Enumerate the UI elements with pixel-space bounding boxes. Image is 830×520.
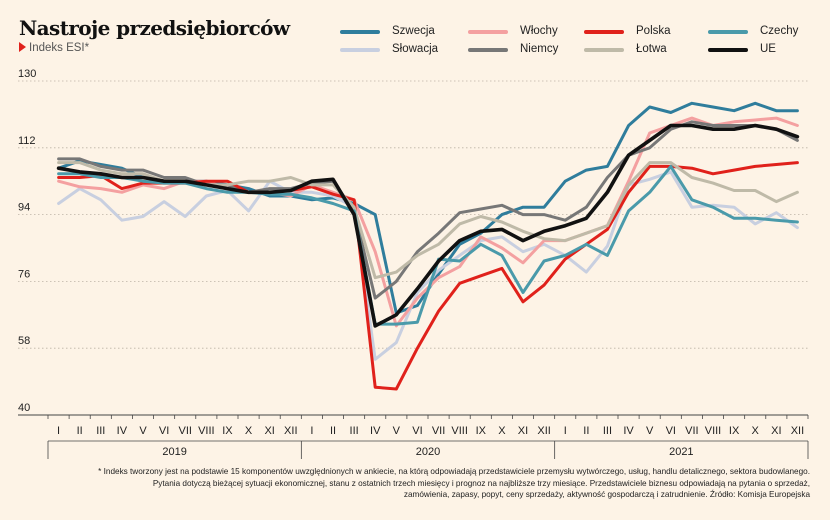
x-tick-label: I	[564, 425, 567, 437]
legend-label: Polska	[636, 25, 671, 37]
subtitle-text: Indeks ESI*	[29, 42, 90, 54]
chart-subtitle: Indeks ESI*	[19, 42, 89, 54]
x-tick-label: XI	[264, 425, 274, 437]
x-tick-label: X	[498, 425, 506, 437]
x-tick-label: V	[646, 425, 654, 437]
legend-label: Słowacja	[392, 43, 439, 55]
x-tick-label: VII	[685, 425, 698, 437]
x-tick-label: V	[139, 425, 147, 437]
year-label: 2019	[162, 446, 186, 458]
x-tick-label: XI	[771, 425, 781, 437]
x-tick-label: II	[583, 425, 589, 437]
x-tick-label: IX	[222, 425, 233, 437]
series-line-czechy	[57, 164, 799, 326]
legend-label: UE	[760, 43, 776, 55]
footnote: * Indeks tworzony jest na podstawie 15 k…	[98, 467, 810, 499]
x-tick-label: IV	[117, 425, 128, 437]
triangle-marker-icon	[19, 42, 26, 52]
x-tick-label: IX	[476, 425, 487, 437]
y-tick-label: 94	[18, 202, 30, 214]
series-line-słowacja	[57, 170, 799, 361]
x-tick-label: I	[57, 425, 60, 437]
x-tick-label: V	[393, 425, 401, 437]
year-label: 2020	[416, 446, 440, 458]
legend-label: Czechy	[760, 25, 799, 37]
x-tick-label: VIII	[705, 425, 722, 437]
x-tick-label: X	[752, 425, 760, 437]
x-tick-label: VII	[432, 425, 445, 437]
x-tick-label: VI	[666, 425, 676, 437]
x-tick-label: XII	[791, 425, 804, 437]
x-tick-label: III	[603, 425, 612, 437]
x-tick-label: VIII	[451, 425, 468, 437]
series-line-niemcy	[57, 120, 799, 300]
y-tick-label: 76	[18, 268, 30, 280]
x-tick-label: XI	[518, 425, 528, 437]
series-line-ue	[56, 123, 800, 328]
x-tick-label: VIII	[198, 425, 215, 437]
x-tick-label: IV	[370, 425, 381, 437]
legend-swatch	[340, 30, 380, 34]
y-tick-label: 58	[18, 335, 30, 347]
legend-swatch	[468, 48, 508, 52]
y-tick-label: 40	[18, 402, 30, 414]
x-tick-label: VI	[159, 425, 169, 437]
x-tick-label: VII	[178, 425, 191, 437]
legend-swatch	[468, 30, 508, 34]
x-tick-label: III	[96, 425, 105, 437]
legend-swatch	[584, 48, 624, 52]
y-tick-label: 130	[18, 68, 36, 80]
legend-label: Łotwa	[636, 43, 667, 55]
x-tick-label: XII	[537, 425, 550, 437]
x-tick-label: IV	[623, 425, 634, 437]
x-tick-label: VI	[412, 425, 422, 437]
legend-label: Niemcy	[520, 43, 559, 55]
x-tick-label: II	[330, 425, 336, 437]
legend-swatch	[708, 48, 748, 52]
legend-swatch	[340, 48, 380, 52]
x-tick-label: IX	[729, 425, 740, 437]
x-tick-label: I	[310, 425, 313, 437]
x-tick-label: X	[245, 425, 253, 437]
x-tick-label: III	[350, 425, 359, 437]
legend-label: Szwecja	[392, 25, 435, 37]
legend-swatch	[708, 30, 748, 34]
chart-title: Nastroje przedsiębiorców	[19, 16, 290, 40]
legend-swatch	[584, 30, 624, 34]
x-tick-label: XII	[284, 425, 297, 437]
year-label: 2021	[669, 446, 693, 458]
legend-label: Włochy	[520, 25, 558, 37]
y-tick-label: 112	[18, 135, 36, 147]
x-tick-label: II	[77, 425, 83, 437]
